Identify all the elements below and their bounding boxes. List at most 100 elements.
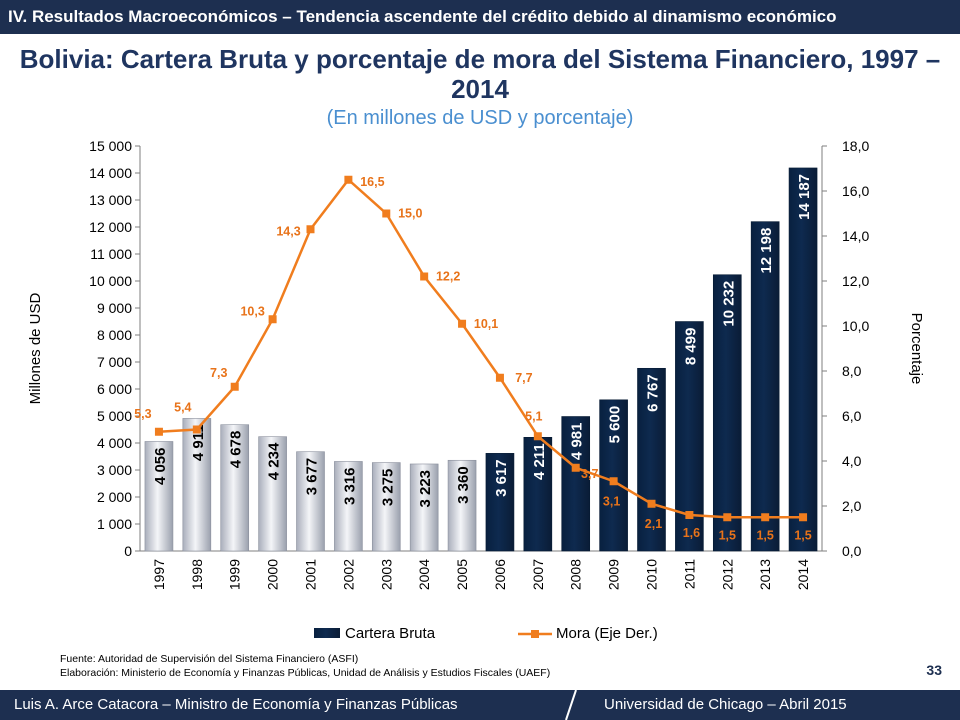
y-tick-label: 10 000 — [89, 273, 132, 289]
chart-title: Bolivia: Cartera Bruta y porcentaje de m… — [19, 44, 941, 104]
mora-value-label: 16,5 — [360, 175, 384, 189]
mora-value-label: 14,3 — [276, 224, 300, 238]
y2-tick-label: 2,0 — [842, 498, 862, 514]
bar-value-label: 4 056 — [152, 447, 169, 485]
y-tick-label: 11 000 — [90, 246, 132, 262]
bar-value-label: 3 316 — [341, 467, 358, 505]
y2-tick-label: 12,0 — [842, 273, 869, 289]
bar-2007 — [523, 437, 553, 552]
mora-value-label: 15,0 — [398, 207, 422, 221]
footer-bar: Luis A. Arce Catacora – Ministro de Econ… — [0, 690, 960, 720]
y-tick-label: 6 000 — [97, 381, 132, 397]
x-tick-label: 2007 — [530, 559, 546, 590]
elaboration-line: Elaboración: Ministerio de Economía y Fi… — [60, 667, 551, 679]
x-tick-label: 2001 — [303, 559, 319, 590]
bar-value-label: 3 275 — [379, 469, 396, 507]
mora-value-label: 5,3 — [134, 407, 151, 421]
legend-label-mora: Mora (Eje Der.) — [556, 625, 658, 642]
bar-2013 — [750, 221, 780, 552]
mora-marker-2001 — [306, 225, 315, 234]
x-tick-label: 2006 — [492, 559, 508, 590]
y-tick-label: 8 000 — [97, 327, 132, 343]
mora-marker-2008 — [571, 463, 580, 472]
x-tick-label: 2003 — [378, 559, 394, 590]
mora-value-label: 10,1 — [474, 317, 498, 331]
bar-2004 — [409, 463, 439, 552]
y2-tick-label: 4,0 — [842, 453, 862, 469]
bar-value-label: 8 499 — [682, 328, 699, 366]
bar-value-label: 4 234 — [266, 442, 283, 480]
mora-value-label: 7,3 — [210, 366, 227, 380]
mora-value-label: 7,7 — [515, 371, 532, 385]
mora-marker-2013 — [761, 513, 770, 522]
header-title: IV. Resultados Macroeconómicos – Tendenc… — [8, 7, 837, 26]
x-tick-label: 2014 — [795, 559, 811, 590]
y-tick-label: 9 000 — [97, 300, 132, 316]
mora-value-label: 2,1 — [645, 517, 662, 531]
bar-value-label: 3 617 — [493, 459, 510, 497]
mora-marker-2012 — [723, 513, 732, 522]
y-tick-label: 12 000 — [89, 219, 132, 235]
mora-marker-2007 — [533, 432, 542, 441]
mora-value-label: 3,7 — [581, 467, 598, 481]
mora-marker-2009 — [609, 477, 618, 486]
mora-value-label: 1,6 — [683, 526, 700, 540]
x-tick-label: 2000 — [265, 559, 281, 590]
y2-tick-label: 0,0 — [842, 543, 862, 559]
y-tick-label: 4 000 — [97, 435, 132, 451]
mora-value-label: 1,5 — [719, 528, 736, 542]
y-tick-label: 14 000 — [89, 165, 132, 181]
mora-marker-1998 — [192, 425, 201, 434]
mora-marker-2000 — [268, 315, 277, 324]
bar-1999 — [220, 424, 250, 552]
mora-value-label: 12,2 — [436, 270, 460, 284]
x-tick-label: 2009 — [606, 559, 622, 590]
mora-marker-2011 — [685, 511, 694, 519]
mora-value-label: 1,5 — [794, 528, 811, 542]
mora-marker-2005 — [458, 319, 467, 328]
bar-2000 — [258, 436, 287, 552]
mora-marker-2014 — [799, 513, 808, 522]
bar-value-label: 12 198 — [758, 228, 775, 274]
mora-value-label: 10,3 — [240, 304, 264, 318]
bar-2005 — [447, 459, 477, 552]
y2-tick-label: 6,0 — [842, 408, 862, 424]
x-tick-label: 2002 — [340, 559, 356, 590]
bar-2002 — [334, 461, 363, 552]
mora-marker-1999 — [230, 382, 239, 391]
mora-marker-2006 — [495, 373, 504, 382]
bar-2009 — [599, 399, 628, 552]
y2-tick-label: 16,0 — [842, 183, 869, 199]
y2-tick-label: 18,0 — [842, 138, 869, 154]
y-axis-title: Millones de USD — [27, 292, 44, 404]
mora-line — [158, 177, 804, 519]
bar-value-label: 3 223 — [417, 470, 434, 508]
mora-value-label: 1,5 — [756, 528, 773, 542]
chart-subtitle: (En millones de USD y porcentaje) — [326, 107, 634, 129]
legend-swatch-cartera — [314, 628, 340, 638]
sources: Fuente: Autoridad de Supervisión del Sis… — [60, 652, 550, 680]
bar-value-label: 4 911 — [190, 424, 207, 461]
x-tick-label: 2011 — [681, 559, 697, 589]
x-tick-label: 1999 — [227, 559, 243, 590]
bar-value-label: 6 767 — [645, 374, 662, 412]
source-line: Fuente: Autoridad de Supervisión del Sis… — [60, 653, 359, 665]
y-tick-label: 1 000 — [97, 516, 132, 532]
y2-tick-label: 14,0 — [842, 228, 869, 244]
bar-2003 — [371, 462, 401, 552]
mora-marker-2004 — [420, 272, 429, 281]
header-bar: IV. Resultados Macroeconómicos – Tendenc… — [0, 0, 960, 34]
mora-value-label: 3,1 — [603, 494, 620, 508]
y-tick-label: 3 000 — [97, 462, 132, 478]
mora-marker-2002 — [344, 175, 353, 184]
x-tick-label: 2010 — [644, 559, 660, 590]
bar-value-label: 3 360 — [455, 466, 472, 504]
legend-marker-mora — [531, 630, 539, 638]
mora-marker-1997 — [154, 427, 163, 436]
y-tick-label: 2 000 — [97, 489, 132, 505]
bar-1997 — [144, 441, 174, 552]
y-tick-label: 0 — [124, 543, 132, 559]
chart: 0 1 000 2 000 3 000 4 000 5 000 6 000 7 000 8 00… — [27, 138, 925, 642]
mora-marker-2010 — [647, 499, 656, 508]
y-tick-label: 5 000 — [97, 408, 132, 424]
